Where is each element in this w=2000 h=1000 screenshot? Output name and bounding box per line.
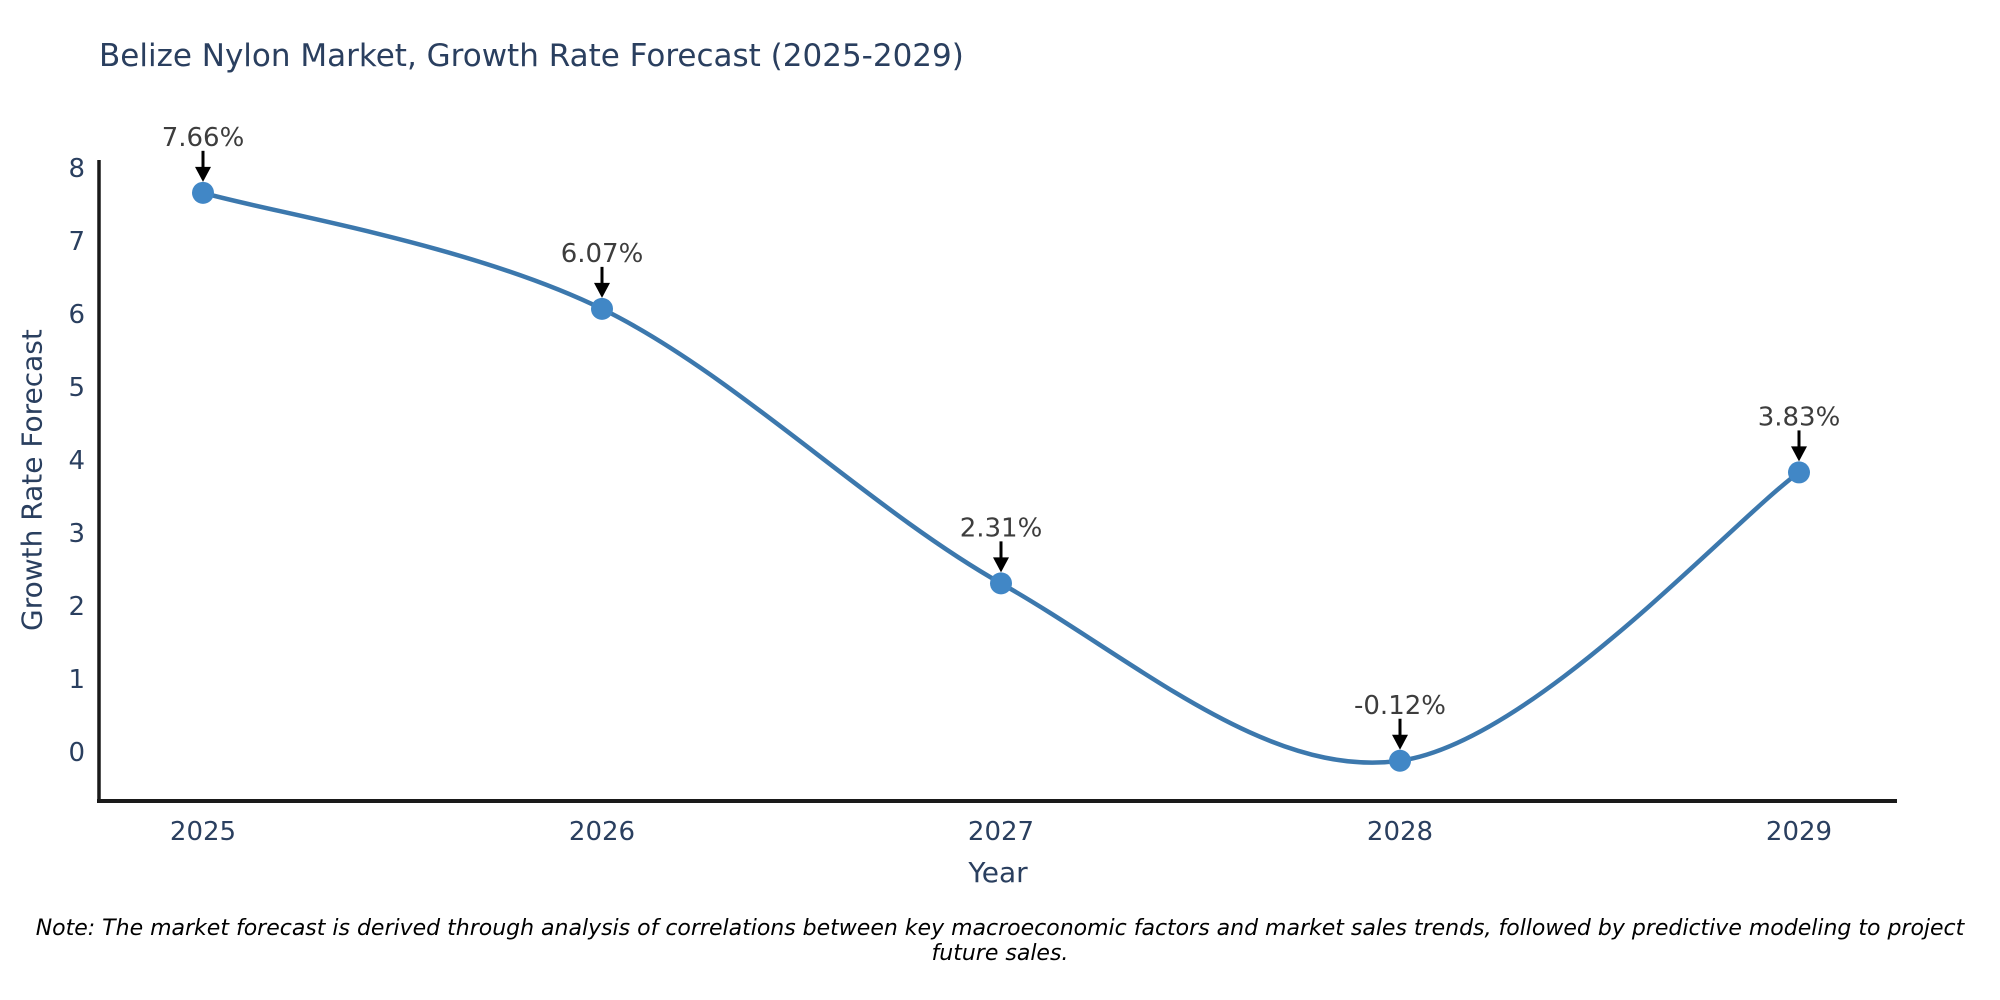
annotation-arrow-head <box>993 557 1009 573</box>
data-point <box>1389 749 1411 772</box>
x-axis-title: Year <box>968 856 1028 889</box>
data-point <box>1788 461 1810 484</box>
annotation-arrow-head <box>1392 734 1408 750</box>
y-tick-label: 3 <box>68 519 85 549</box>
point-annotation: -0.12% <box>1354 691 1446 721</box>
data-point <box>591 297 613 320</box>
point-annotation: 2.31% <box>960 513 1043 543</box>
point-annotation: 3.83% <box>1758 402 1841 432</box>
y-tick-label: 7 <box>68 227 85 257</box>
y-tick-label: 5 <box>68 373 85 403</box>
chart-note: Note: The market forecast is derived thr… <box>35 916 1965 966</box>
point-annotation: 7.66% <box>162 123 245 153</box>
data-point <box>192 181 214 204</box>
data-point <box>990 572 1012 595</box>
y-tick-label: 6 <box>68 300 85 330</box>
x-tick-label: 2025 <box>170 817 236 847</box>
x-tick-label: 2029 <box>1766 817 1832 847</box>
y-tick-label: 8 <box>68 154 85 184</box>
annotation-arrow-head <box>594 282 610 298</box>
x-tick-label: 2026 <box>569 817 635 847</box>
y-tick-label: 0 <box>68 738 85 768</box>
annotation-arrow-head <box>1791 446 1807 462</box>
y-tick-label: 4 <box>68 446 85 476</box>
x-tick-label: 2027 <box>968 817 1034 847</box>
x-tick-label: 2028 <box>1367 817 1433 847</box>
point-annotation: 6.07% <box>561 239 644 269</box>
annotation-arrow-head <box>195 166 211 182</box>
y-tick-label: 2 <box>68 592 85 622</box>
chart-title: Belize Nylon Market, Growth Rate Forecas… <box>99 38 964 74</box>
forecast-curve <box>200 190 1802 765</box>
y-tick-label: 1 <box>68 665 85 695</box>
